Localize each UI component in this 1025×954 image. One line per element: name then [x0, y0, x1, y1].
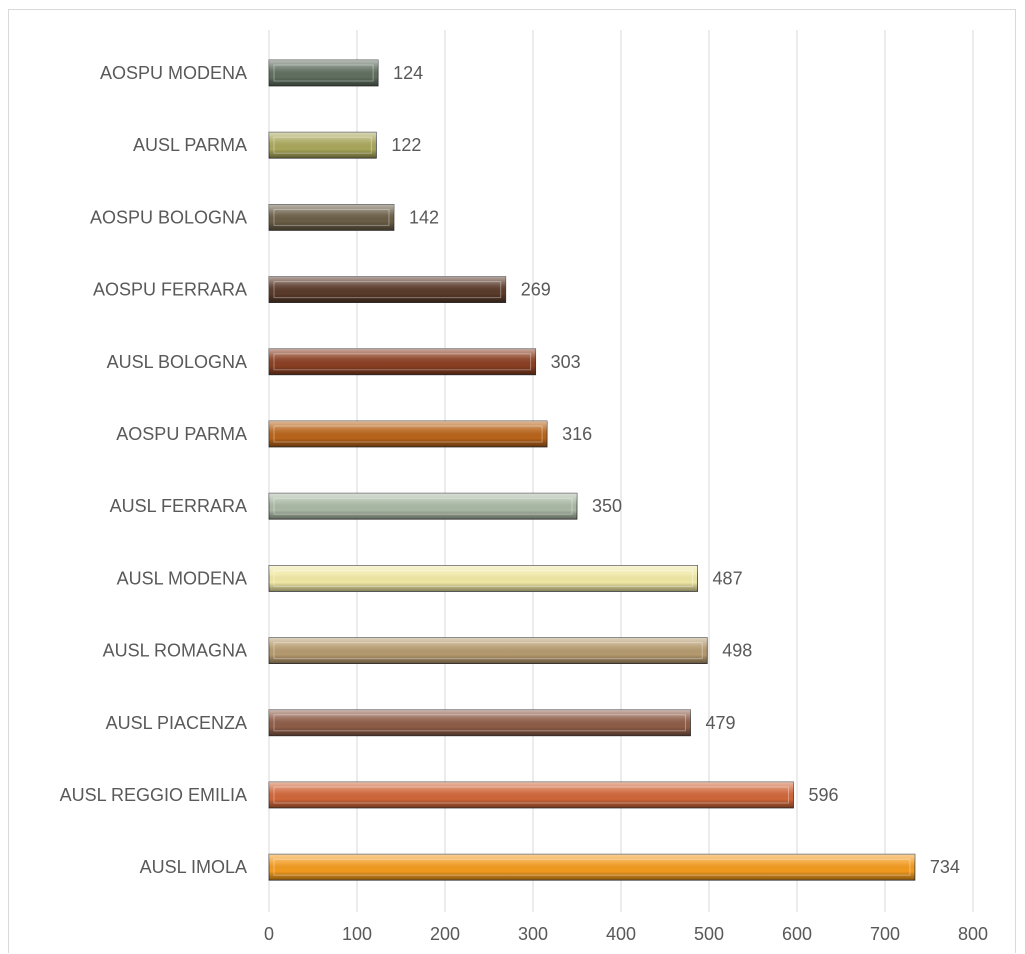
bars	[268, 59, 916, 881]
bar-group	[268, 709, 691, 737]
bar-group	[268, 203, 395, 231]
bar-group	[268, 781, 794, 809]
x-tick-label: 600	[782, 924, 812, 944]
x-tick-label: 700	[870, 924, 900, 944]
bar-bevel	[269, 348, 536, 375]
x-tick-label: 100	[342, 924, 372, 944]
bar-chart: 0 100 200 300 400 500 600 700 800 AOSPU MODENA 124…	[60, 30, 988, 944]
category-label: AOSPU MODENA	[100, 63, 247, 83]
bar-group	[268, 59, 379, 87]
bar-group	[268, 492, 578, 520]
category-label: AUSL PARMA	[133, 135, 247, 155]
data-label: 124	[393, 63, 423, 83]
category-label: AOSPU FERRARA	[93, 280, 247, 300]
bar-group	[268, 131, 377, 159]
bar-highlight	[273, 208, 390, 226]
category-label: AUSL BOLOGNA	[107, 352, 247, 372]
bar-highlight	[273, 64, 374, 82]
bar-highlight	[273, 569, 694, 587]
x-tick-label: 400	[606, 924, 636, 944]
data-label: 596	[808, 785, 838, 805]
bar-bevel	[269, 709, 691, 736]
chart-area: 0 100 200 300 400 500 600 700 800 AOSPU MODENA 124…	[8, 9, 1016, 953]
category-label: AUSL REGGIO EMILIA	[60, 785, 247, 805]
data-label: 350	[592, 496, 622, 516]
gridlines	[268, 30, 974, 912]
data-label: 142	[409, 207, 439, 227]
bar-bevel	[269, 276, 506, 303]
bar-highlight	[273, 281, 502, 299]
category-label: AUSL PIACENZA	[106, 713, 247, 733]
x-tick-label: 0	[264, 924, 274, 944]
bar-group	[268, 348, 537, 376]
category-label: AUSL IMOLA	[140, 857, 247, 877]
x-tick-label: 800	[958, 924, 988, 944]
data-label: 269	[521, 280, 551, 300]
data-label: 303	[551, 352, 581, 372]
bar-bevel	[269, 782, 794, 808]
labels: 0 100 200 300 400 500 600 700 800 AOSPU MODENA 124…	[60, 63, 988, 944]
category-label: AUSL ROMAGNA	[103, 641, 247, 661]
bar-bevel	[269, 493, 577, 520]
bar-bevel	[269, 132, 377, 159]
bar-group	[268, 853, 916, 881]
bar-highlight	[273, 858, 911, 876]
data-label: 122	[391, 135, 421, 155]
bar-highlight	[273, 353, 532, 371]
data-label: 479	[706, 713, 736, 733]
bar-group	[268, 637, 708, 664]
bar-bevel	[269, 421, 548, 447]
bar-highlight	[273, 497, 573, 515]
bar-bevel	[269, 204, 394, 231]
data-label: 734	[930, 857, 960, 877]
bar-highlight	[273, 714, 687, 732]
bar-highlight	[273, 642, 703, 660]
bar-highlight	[273, 425, 543, 443]
data-label: 316	[562, 424, 592, 444]
category-label: AOSPU PARMA	[116, 424, 247, 444]
bar-bevel	[269, 565, 698, 592]
bar-bevel	[269, 637, 708, 664]
category-label: AUSL MODENA	[117, 568, 247, 588]
bar-highlight	[273, 136, 372, 154]
bar-group	[268, 420, 548, 448]
x-tick-label: 200	[430, 924, 460, 944]
bar-group	[268, 276, 507, 304]
bar-group	[268, 565, 698, 592]
bar-highlight	[273, 786, 789, 804]
bar-bevel	[269, 854, 915, 881]
bar-bevel	[269, 60, 379, 86]
data-label: 487	[713, 568, 743, 588]
category-label: AOSPU BOLOGNA	[90, 207, 247, 227]
x-tick-label: 300	[518, 924, 548, 944]
data-label: 498	[722, 641, 752, 661]
x-tick-label: 500	[694, 924, 724, 944]
category-label: AUSL FERRARA	[110, 496, 247, 516]
